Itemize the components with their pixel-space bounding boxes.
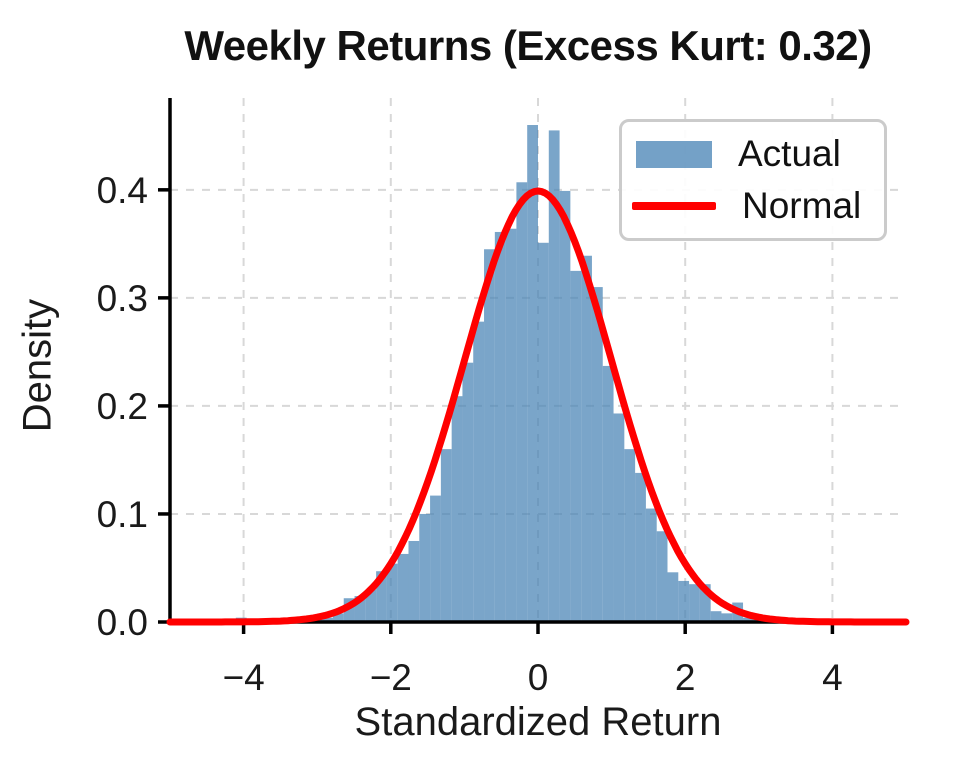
histogram-bar xyxy=(484,249,495,622)
histogram-bar xyxy=(570,270,582,622)
histogram-bar xyxy=(689,584,700,622)
histogram-bar xyxy=(699,584,711,622)
legend-swatch-normal-line xyxy=(632,202,716,210)
histogram-bar xyxy=(624,449,636,622)
histogram-bar xyxy=(365,589,377,622)
histogram-bar xyxy=(721,613,733,622)
histogram-bar xyxy=(322,617,333,622)
histogram-bar xyxy=(743,617,754,622)
histogram-bar xyxy=(613,413,625,622)
histogram-bar xyxy=(354,596,366,622)
y-tick-label: 0.0 xyxy=(97,602,148,643)
histogram-bar xyxy=(462,362,474,622)
chart-title: Weekly Returns (Excess Kurt: 0.32) xyxy=(184,22,872,69)
legend-swatch-actual-bar xyxy=(636,140,712,168)
histogram-bar xyxy=(332,613,344,622)
histogram-bar xyxy=(419,513,431,622)
x-tick-label: 0 xyxy=(528,657,549,698)
x-tick-label: 2 xyxy=(675,657,696,698)
histogram-bar xyxy=(635,472,646,622)
histogram-bar xyxy=(591,287,603,622)
histogram-bar xyxy=(548,130,560,622)
histogram-bar xyxy=(678,580,690,622)
histogram-bar xyxy=(645,508,657,622)
histogram-bar xyxy=(527,125,538,622)
histogram-bar xyxy=(430,495,441,622)
histogram-bar xyxy=(516,182,528,622)
y-axis-label: Density xyxy=(15,298,60,433)
normal-curve xyxy=(166,187,910,626)
histogram-bar xyxy=(386,563,398,622)
legend-label-normal: Normal xyxy=(742,185,862,226)
x-tick-label: −2 xyxy=(370,657,412,698)
histogram-bar xyxy=(559,190,571,623)
histogram-bar xyxy=(408,540,420,622)
y-tick-label: 0.2 xyxy=(97,386,148,427)
y-tick-label: 0.3 xyxy=(97,278,148,319)
histogram-bar xyxy=(656,531,668,622)
histogram-bar xyxy=(581,255,592,623)
legend-label-actual: Actual xyxy=(738,133,841,174)
legend-item-actual: Actual xyxy=(636,128,870,180)
histogram-bar xyxy=(505,228,517,623)
histogram-bar xyxy=(473,321,485,622)
histogram-bar xyxy=(667,572,679,622)
histogram-bar xyxy=(538,242,549,622)
histogram-bar xyxy=(602,365,614,622)
x-axis-label: Standardized Return xyxy=(354,700,722,744)
histogram-bar xyxy=(397,553,409,622)
histogram-bar xyxy=(376,571,387,622)
legend: Actual Normal xyxy=(619,119,887,241)
x-tick-label: −4 xyxy=(223,657,265,698)
histogram-bar xyxy=(494,231,506,622)
x-tick-label: 4 xyxy=(822,657,843,698)
y-tick-label: 0.4 xyxy=(97,170,148,211)
y-tick-label: 0.1 xyxy=(97,494,148,535)
histogram-bar xyxy=(710,611,722,622)
histogram-bar xyxy=(343,598,355,622)
histogram-bar xyxy=(440,449,452,622)
legend-item-normal: Normal xyxy=(632,180,870,232)
histogram-bar xyxy=(451,396,463,622)
